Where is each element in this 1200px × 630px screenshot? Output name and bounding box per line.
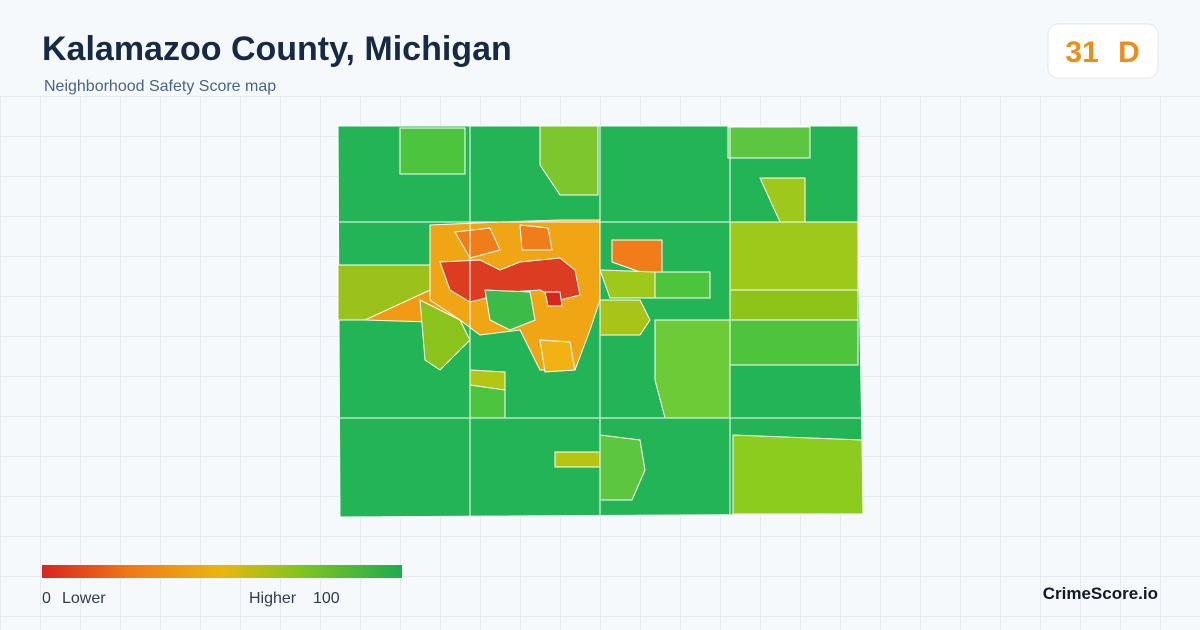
- legend-min-label: Lower: [62, 590, 106, 607]
- legend-max-label: Higher: [249, 590, 297, 607]
- legend-max: 100: [313, 590, 340, 607]
- legend-min: 0: [42, 590, 51, 607]
- score-value: 31: [1065, 36, 1098, 69]
- brand: CrimeScore.io: [1043, 584, 1158, 603]
- score-grade: D: [1118, 36, 1140, 69]
- score-badge: [1047, 23, 1159, 79]
- county-map: [337, 125, 864, 518]
- title: Kalamazoo County, Michigan: [42, 30, 512, 68]
- legend-bar: [42, 565, 402, 578]
- subtitle: Neighborhood Safety Score map: [44, 78, 276, 95]
